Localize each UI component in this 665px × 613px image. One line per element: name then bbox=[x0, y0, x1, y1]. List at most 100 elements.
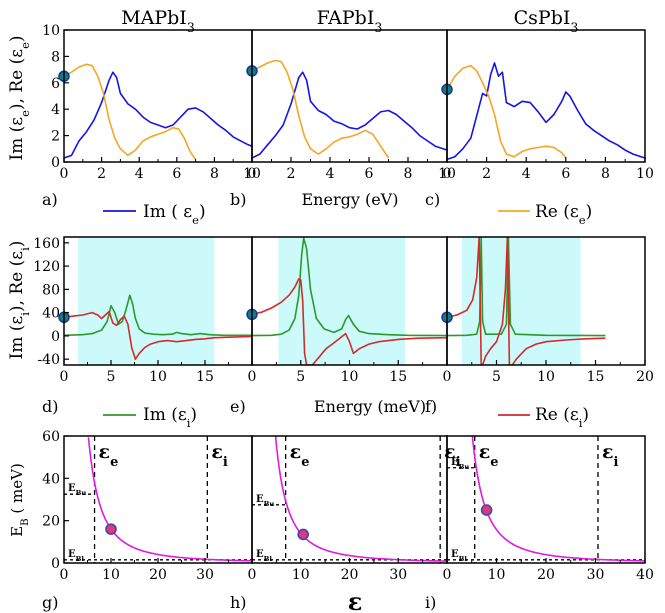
x-tick-label: 0 bbox=[60, 166, 69, 182]
plot-area-h bbox=[252, 436, 447, 563]
series-line-im bbox=[447, 62, 645, 161]
highlight-band bbox=[78, 237, 215, 365]
panel-letter-d: d) bbox=[42, 397, 58, 416]
x-tick-label: 10 bbox=[149, 369, 167, 385]
row1-y-axis-title: Im (εe), Re (εe) bbox=[7, 35, 32, 160]
panel-f: 0 5 10 15 20 f) bbox=[425, 236, 654, 416]
plot-area-f bbox=[447, 237, 606, 365]
panel-e: 0 5 10 15 e) bbox=[230, 236, 448, 416]
panel-title-c: CsPbI3 bbox=[514, 7, 579, 35]
row3-y-axis-title: EB ( meV) bbox=[8, 463, 31, 537]
y-tick-label: 0 bbox=[51, 556, 60, 572]
eps-i-label: εi bbox=[211, 441, 228, 470]
x-tick-label: 4 bbox=[522, 166, 531, 182]
series-line-im bbox=[64, 71, 252, 159]
panel-b: 0 2 4 6 8 10 b) bbox=[230, 29, 456, 209]
series-line-re bbox=[64, 310, 252, 360]
x-tick-label: 30 bbox=[196, 567, 214, 583]
y-tick-label: 8 bbox=[51, 49, 60, 65]
panel-g: εe εi EBu EBl 0 10 20 30 0 20 40 60 g) bbox=[42, 429, 253, 612]
panel-letter-i: i) bbox=[425, 593, 436, 612]
axes-frame bbox=[251, 29, 448, 163]
panel-title-b: FAPbI3 bbox=[317, 7, 383, 35]
x-tick-label: 20 bbox=[537, 567, 555, 583]
x-tick-label: 4 bbox=[135, 166, 144, 182]
series-line-re bbox=[252, 278, 447, 365]
legend-label-re-i: Re (εi) bbox=[535, 405, 589, 430]
y-tick-label: 120 bbox=[33, 259, 60, 275]
plot-area-c bbox=[447, 62, 645, 161]
legend-label-re-e: Re (εe) bbox=[535, 202, 592, 227]
y-tick-label: 160 bbox=[33, 236, 60, 252]
x-tick-label: 10 bbox=[488, 567, 506, 583]
x-tick-label: 10 bbox=[636, 166, 654, 182]
row2-x-axis-title: Energy (meV) bbox=[314, 397, 426, 416]
plot-area-e bbox=[252, 237, 447, 365]
ebl-label: EBl bbox=[451, 549, 467, 563]
ebl-label: EBl bbox=[256, 549, 272, 563]
x-tick-label: 5 bbox=[107, 369, 116, 385]
y-tick-label: 80 bbox=[42, 282, 60, 298]
panel-letter-h: h) bbox=[230, 593, 247, 612]
eps-i-label: εi bbox=[444, 441, 461, 470]
ebu-label: EBu bbox=[451, 457, 469, 471]
eps-e-label: εe bbox=[290, 441, 310, 470]
x-tick-label: 10 bbox=[537, 369, 555, 385]
series-line-re bbox=[252, 59, 390, 159]
x-tick-label: 4 bbox=[326, 166, 335, 182]
panel-letter-f: f) bbox=[425, 397, 437, 416]
plot-area-a bbox=[64, 63, 252, 160]
panel-title-a: MAPbI3 bbox=[121, 7, 195, 35]
plot-area-d bbox=[64, 237, 252, 365]
eps-e-label: εe bbox=[479, 441, 499, 470]
y-tick-label: 20 bbox=[42, 514, 60, 530]
panel-c: 0 2 4 6 8 10 c) bbox=[425, 29, 654, 209]
y-tick-label: 6 bbox=[51, 76, 60, 92]
x-tick-label: 0 bbox=[60, 369, 69, 385]
plot-area-i bbox=[447, 436, 645, 563]
x-tick-label: 0 bbox=[248, 166, 257, 182]
x-tick-label: 6 bbox=[561, 166, 570, 182]
panel-letter-g: g) bbox=[42, 593, 58, 612]
series-line-re bbox=[447, 237, 606, 365]
y-tick-label: 40 bbox=[42, 471, 60, 487]
x-tick-label: 10 bbox=[292, 567, 310, 583]
x-tick-label: 15 bbox=[196, 369, 214, 385]
x-tick-label: 8 bbox=[404, 166, 413, 182]
data-point bbox=[297, 528, 309, 541]
x-tick-label: 0 bbox=[443, 369, 452, 385]
series-line-re bbox=[447, 64, 567, 159]
panel-letter-c: c) bbox=[425, 190, 440, 209]
row2-y-axis-title: Im (εi), Re (εi) bbox=[7, 241, 32, 360]
plot-area-g bbox=[64, 436, 252, 563]
y-tick-label: 60 bbox=[42, 429, 60, 445]
row3-x-axis-title: ε bbox=[348, 587, 363, 613]
x-tick-label: 20 bbox=[636, 369, 654, 385]
eps-e-label: εe bbox=[99, 441, 119, 470]
panel-h: εe εi EBu EBl 0 10 20 30 h) bbox=[230, 435, 461, 612]
legend-label-im-i: Im (εi) bbox=[143, 405, 197, 430]
y-tick-label: 4 bbox=[51, 102, 60, 118]
y-tick-label: 40 bbox=[42, 306, 60, 322]
series-line-im bbox=[64, 294, 252, 337]
x-tick-label: 2 bbox=[287, 166, 296, 182]
series-line-im bbox=[447, 237, 606, 337]
x-tick-label: 2 bbox=[97, 166, 106, 182]
x-tick-label: 20 bbox=[149, 567, 167, 583]
x-tick-label: 10 bbox=[341, 369, 359, 385]
ebu-label: EBu bbox=[68, 483, 86, 497]
y-tick-label: -40 bbox=[37, 352, 60, 368]
x-tick-label: 0 bbox=[248, 567, 257, 583]
x-tick-label: 2 bbox=[482, 166, 491, 182]
axes-frame bbox=[251, 435, 448, 564]
x-tick-label: 30 bbox=[389, 567, 407, 583]
x-tick-label: 8 bbox=[601, 166, 610, 182]
highlight-band bbox=[278, 237, 406, 365]
data-point bbox=[480, 504, 493, 516]
fit-curve bbox=[471, 436, 645, 562]
series-line-re bbox=[64, 63, 197, 160]
x-tick-label: 10 bbox=[243, 166, 261, 182]
panel-letter-a: a) bbox=[42, 190, 58, 209]
